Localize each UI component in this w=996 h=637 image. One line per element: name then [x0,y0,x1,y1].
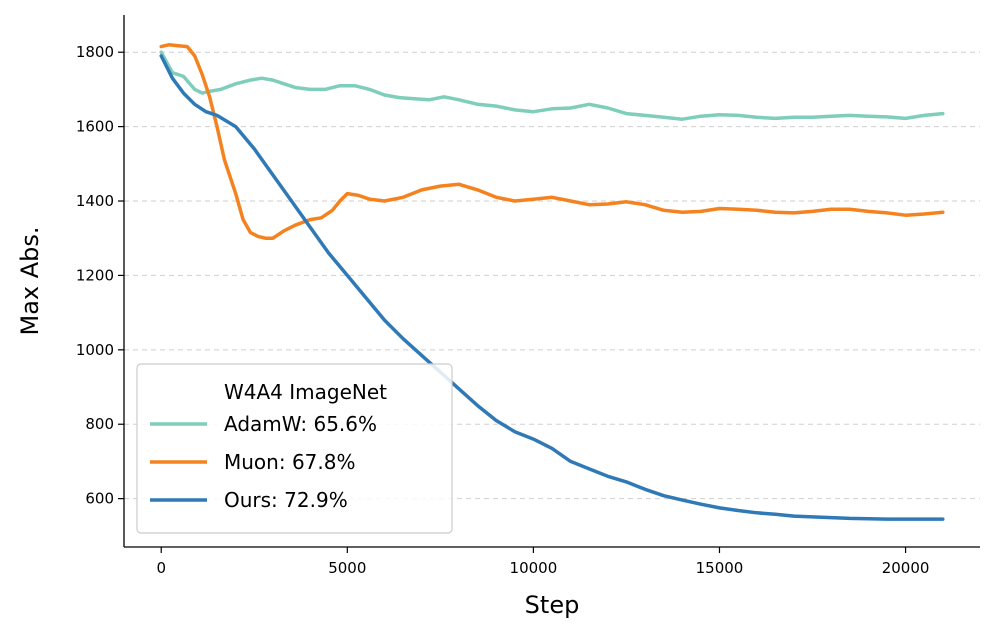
y-tick-label: 1600 [76,118,114,136]
y-tick-label: 800 [85,415,114,433]
y-ticks: 600 800 1000 1200 1400 1600 1800 [76,43,124,508]
y-tick-label: 1000 [76,341,114,359]
legend-label-1: AdamW: 65.6% [224,412,377,436]
x-tick-label: 10000 [510,559,558,577]
x-tick-label: 15000 [696,559,744,577]
legend-box [136,363,453,534]
y-tick-label: 1400 [76,192,114,210]
series-lines [159,43,945,521]
x-axis-label: Step [525,591,580,619]
x-ticks: 0 5000 10000 15000 20000 [156,547,929,577]
series-line-1 [159,50,945,121]
gridlines [124,51,980,500]
x-tick-label: 0 [156,559,166,577]
axes [123,15,980,548]
series-line-3 [159,54,945,521]
legend-title: W4A4 ImageNet [224,380,387,404]
x-tick-label: 20000 [882,559,930,577]
legend-label-2: Muon: 67.8% [224,450,355,474]
x-tick-label: 5000 [328,559,366,577]
legend-label-3: Ours: 72.9% [224,488,348,512]
legend: W4A4 ImageNet AdamW: 65.6% Muon: 67.8% Our… [136,363,453,534]
y-tick-label: 1800 [76,43,114,61]
y-tick-label: 1200 [76,266,114,284]
y-tick-label: 600 [85,490,114,508]
legend-entries: AdamW: 65.6% Muon: 67.8% Ours: 72.9% [150,412,377,512]
y-axis-label: Max Abs. [16,226,44,335]
series-line-2 [159,43,945,240]
